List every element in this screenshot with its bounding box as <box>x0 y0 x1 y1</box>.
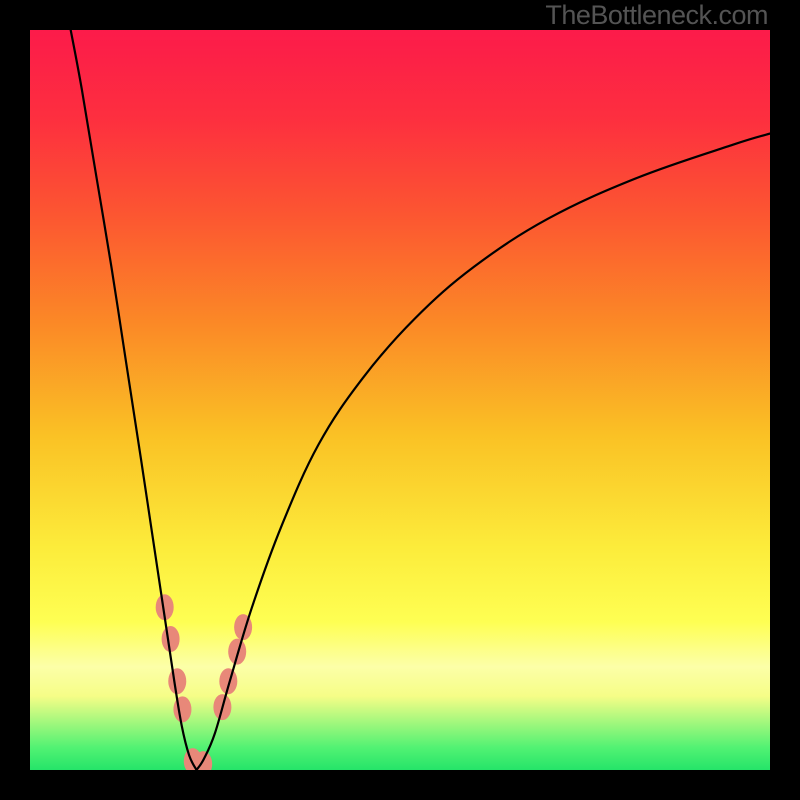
marker-group <box>156 594 252 770</box>
data-marker <box>168 668 186 694</box>
chart-svg <box>30 30 770 770</box>
data-marker <box>162 626 180 652</box>
data-marker <box>228 639 246 665</box>
data-marker <box>173 696 191 722</box>
chart-stage: TheBottleneck.com <box>0 0 800 800</box>
curve-left-branch <box>71 30 197 770</box>
curve-right-branch <box>197 134 771 770</box>
plot-area <box>30 30 770 770</box>
watermark-text: TheBottleneck.com <box>545 0 768 31</box>
